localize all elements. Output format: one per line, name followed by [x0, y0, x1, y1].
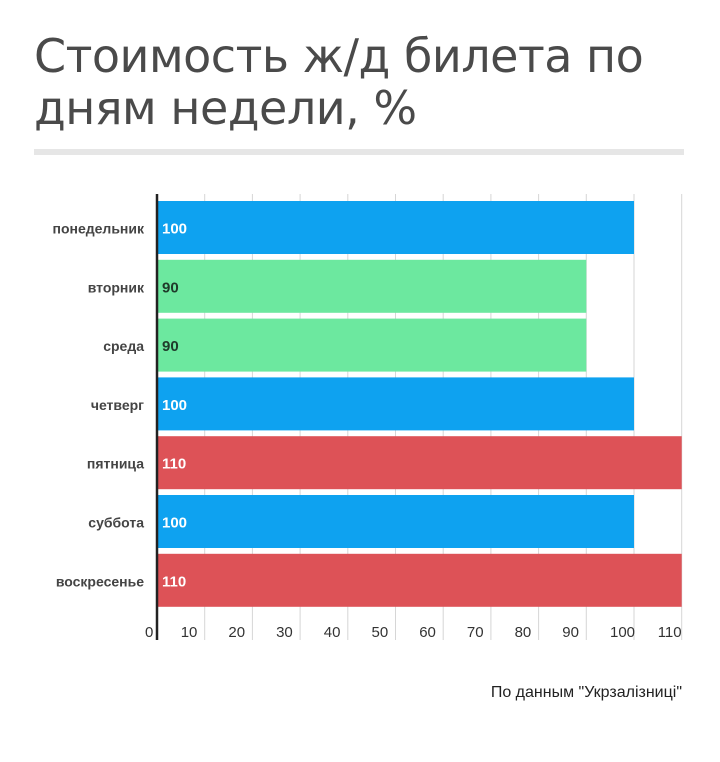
data-label: 110: [162, 573, 186, 590]
source-note: По данным "Укрзалізниці": [490, 684, 682, 701]
category-label: понедельник: [53, 221, 145, 237]
page-title: Стоимость ж/д билета по дням недели, %: [34, 29, 644, 135]
title-divider: [34, 149, 684, 155]
data-label: 100: [162, 221, 187, 238]
x-tick-label: 40: [324, 624, 341, 641]
x-tick-label: 10: [181, 624, 198, 641]
x-tick-label: 110: [658, 624, 682, 641]
category-label: четверг: [91, 397, 144, 413]
bar: [157, 201, 634, 254]
data-label: 100: [162, 515, 187, 532]
bar: [157, 259, 587, 313]
category-label: среда: [103, 338, 144, 354]
bar: [157, 436, 682, 490]
x-tick-label: 70: [467, 624, 484, 641]
x-tick-label: 90: [562, 624, 579, 641]
x-tick-label: 100: [610, 624, 635, 641]
x-tick-label: 20: [228, 624, 245, 641]
bar: [157, 553, 682, 607]
x-tick-label: 0: [145, 624, 153, 641]
x-tick-label: 60: [419, 624, 436, 641]
x-tick-label: 80: [515, 624, 532, 641]
bar-chart: 100понедельник90вторник90среда100четверг…: [53, 194, 683, 641]
bar: [157, 318, 587, 372]
data-label: 110: [162, 456, 186, 473]
data-label: 90: [162, 338, 179, 355]
data-label: 90: [162, 279, 179, 296]
x-tick-label: 30: [276, 624, 293, 641]
category-label: пятница: [87, 456, 144, 472]
category-label: воскресенье: [56, 573, 144, 589]
category-label: вторник: [88, 279, 145, 295]
data-label: 100: [162, 397, 187, 414]
category-label: суббота: [88, 515, 144, 531]
x-tick-label: 50: [372, 624, 389, 641]
bar: [157, 377, 634, 431]
bar: [157, 495, 634, 548]
